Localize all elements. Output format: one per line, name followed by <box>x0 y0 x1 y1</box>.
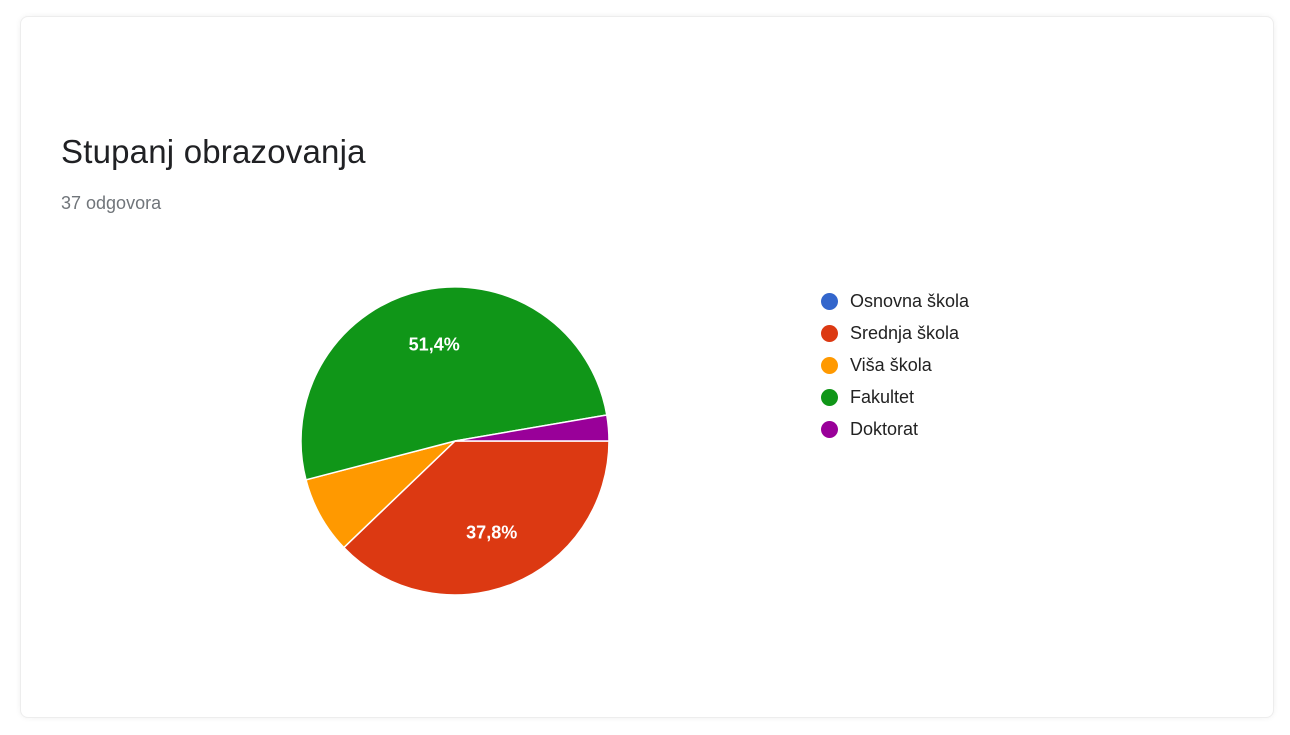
slice-label-3: 51,4% <box>409 335 460 355</box>
legend-label-2: Viša škola <box>850 354 932 375</box>
legend-item-1[interactable]: Srednja škola <box>821 317 969 349</box>
pie-slice-3[interactable] <box>300 286 608 481</box>
legend-label-1: Srednja škola <box>850 322 960 343</box>
legend-label-3: Fakultet <box>850 386 915 407</box>
legend-item-4[interactable]: Doktorat <box>821 413 969 445</box>
chart-legend: Osnovna škola Srednja škola Viša škola Faku… <box>821 285 969 445</box>
pie-slice-1[interactable] <box>342 440 610 596</box>
legend-swatch-3 <box>821 388 838 406</box>
legend-swatch-0 <box>821 292 838 310</box>
legend-item-0[interactable]: Osnovna škola <box>821 285 969 317</box>
pie-slice-4[interactable] <box>454 414 610 442</box>
legend-swatch-1 <box>821 324 838 342</box>
legend-swatch-2 <box>821 356 838 374</box>
legend-label-4: Doktorat <box>850 418 919 439</box>
legend-label-0: Osnovna škola <box>850 290 970 311</box>
response-count: 37 odgovora <box>61 193 162 213</box>
chart-title: Stupanj obrazovanja <box>61 133 366 170</box>
chart-card: Stupanj obrazovanja 37 odgovora 37,8% 51,… <box>20 16 1274 718</box>
pie-chart: 37,8% 51,4% <box>300 286 610 596</box>
slice-label-1: 37,8% <box>466 523 517 543</box>
legend-swatch-4 <box>821 420 838 438</box>
legend-item-3[interactable]: Fakultet <box>821 381 969 413</box>
legend-item-2[interactable]: Viša škola <box>821 349 969 381</box>
